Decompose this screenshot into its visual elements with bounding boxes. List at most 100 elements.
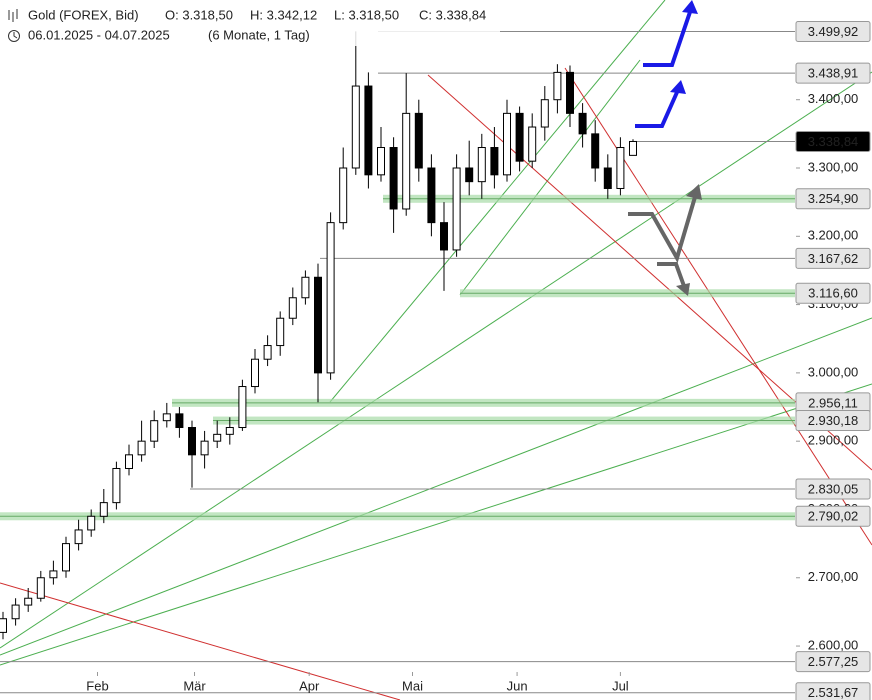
level-box [795,478,871,500]
level-label: 3.167,62 [808,251,859,266]
y-tick-label: 3.300,00 [808,159,859,174]
candle-body [288,297,297,319]
candle-body [150,420,159,442]
trend-line [0,317,872,656]
candle-body [477,147,486,183]
y-tick-label: 3.400,00 [808,91,859,106]
candle-body [276,317,285,347]
y-tick-label: 2.900,00 [808,433,859,448]
candle-body [603,167,612,189]
header-icons [8,9,20,42]
candle-body [515,112,524,162]
trend-line [0,71,872,649]
level-box [795,130,871,152]
candle-body [314,276,322,374]
trend-line [459,59,641,296]
candle-body [74,529,83,545]
ohlc-value: C: 3.338,84 [419,7,486,22]
level-box [795,247,871,269]
arrows [628,0,702,296]
candle-body [440,222,448,251]
arrow-head [686,184,702,200]
levels [0,30,795,694]
arrow [657,262,686,287]
candle-body [112,467,121,504]
candle-body [389,147,398,210]
ohlc-value: L: 3.318,50 [334,7,399,22]
arrow-head [670,80,686,94]
level-box [795,188,871,210]
candle-body [616,147,625,189]
y-tick-label: 3.200,00 [808,228,859,243]
candle-body [137,440,146,456]
candle-body [0,618,7,633]
candle-body [162,413,171,422]
candle-body [36,577,45,599]
candle-body [578,112,587,135]
candle-body [87,515,96,531]
candle-body [99,502,108,517]
trend-line [0,582,401,700]
ohlc-value: O: 3.318,50 [165,7,233,22]
candle-body [200,440,209,456]
arrow [628,196,697,264]
y-tick-label: 2.600,00 [808,637,859,652]
level-box [795,282,871,304]
candle-body [125,454,133,469]
candle-body [452,167,461,251]
header-bg [0,0,500,46]
y-axis: 2.600,002.700,002.800,002.900,003.000,00… [86,20,871,700]
level-box [795,505,871,527]
candle-body [377,147,385,176]
level-label: 3.338,84 [808,134,859,149]
x-tick-label: Apr [299,678,320,693]
candles [0,31,637,640]
candle-body [62,543,70,572]
arrow [635,89,680,128]
level-label: 2.577,25 [808,654,859,669]
candle-body [339,167,348,224]
chart-title: Gold (FOREX, Bid) [28,7,139,22]
candle-body [213,433,222,442]
x-tick-label: Jul [612,678,629,693]
arrow-head [676,283,690,296]
trend-line [564,67,872,546]
date-range: 06.01.2025 - 04.07.2025 [28,27,170,42]
level-box [795,651,871,673]
level-label: 3.499,92 [808,24,859,39]
candle-body [364,85,373,176]
candle-body [175,413,184,429]
x-tick-label: Feb [86,678,108,693]
candle-body [427,167,436,224]
candle-body [11,604,20,620]
candle-body [326,222,335,374]
y-tick-label: 3.000,00 [808,364,859,379]
candle-body [629,140,637,156]
trend-line [0,383,872,666]
candle-body [24,597,33,606]
candle-body [503,112,511,176]
level-label: 2.531,67 [808,685,859,700]
level-label: 2.956,11 [808,395,858,410]
arrow [643,11,692,67]
candle-body [238,386,247,429]
level-label: 3.438,91 [808,66,859,81]
level-box [795,62,871,84]
level-box [795,682,871,700]
level-box [795,410,871,432]
candle-body [351,85,360,169]
candle-body [251,358,259,388]
level-box [795,20,871,42]
level-label: 2.790,02 [808,509,859,524]
candle-body [402,112,411,210]
candle-body [49,570,58,579]
level-label: 3.254,90 [808,191,859,206]
candle-body [540,99,549,128]
x-tick-label: Mär [183,678,206,693]
candle-body [566,71,574,114]
level-label: 2.930,18 [808,413,859,428]
level-label: 2.830,05 [808,481,859,496]
candle-body [301,276,310,299]
candle-body [553,71,562,101]
